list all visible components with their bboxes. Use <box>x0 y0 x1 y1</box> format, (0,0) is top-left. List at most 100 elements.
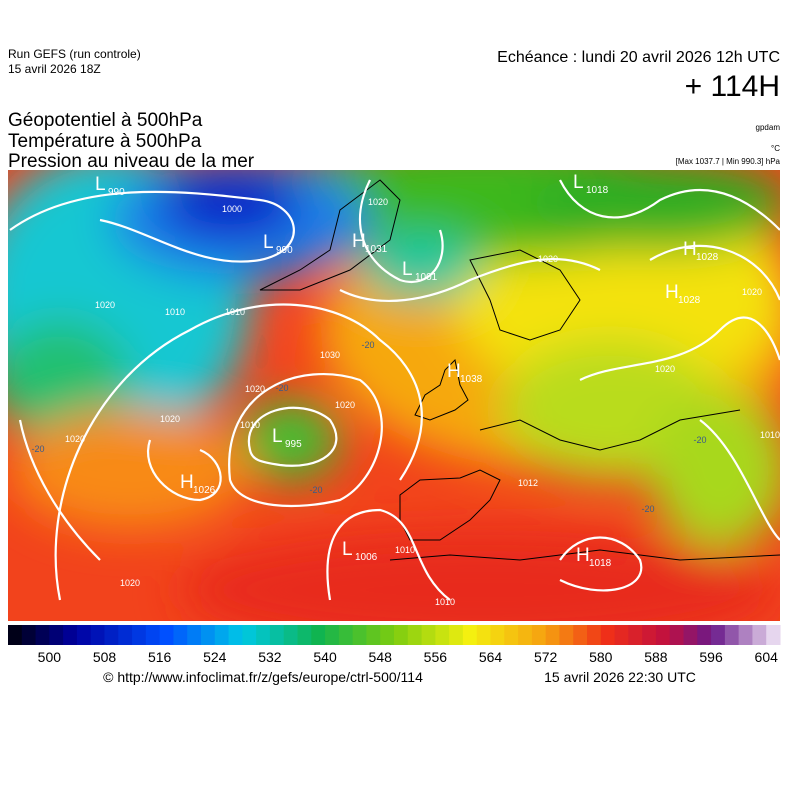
colorbar-swatch <box>256 625 271 645</box>
lead-time: + 114H <box>685 70 780 103</box>
unit: [Max 1037.7 | Min 990.3] hPa <box>676 157 781 166</box>
colorbar-swatch <box>352 625 367 645</box>
colorbar-swatch <box>407 625 423 645</box>
center-letter: H <box>352 231 366 252</box>
colorbar-swatch <box>242 625 257 645</box>
isobar-label: 1020 <box>335 400 355 410</box>
colorbar-label: 548 <box>369 649 393 665</box>
colorbar-swatch <box>63 625 78 645</box>
colorbar-swatch <box>90 625 105 645</box>
center-letter: H <box>180 472 194 493</box>
colorbar-swatch <box>766 625 781 645</box>
colorbar-label: 508 <box>93 649 117 665</box>
timestamp: 15 avril 2026 22:30 UTC <box>544 669 696 685</box>
colorbar-swatch <box>449 625 464 645</box>
center-value: 1018 <box>589 558 612 569</box>
colorbar-swatch <box>297 625 312 645</box>
run-date: 15 avril 2026 18Z <box>8 62 101 76</box>
center-value: 1006 <box>355 552 378 563</box>
colorbar-swatch <box>614 625 629 645</box>
colorbar-swatch <box>476 625 491 645</box>
center-value: 1031 <box>365 244 388 255</box>
colorbar-swatch <box>201 625 216 645</box>
colorbar-swatch <box>683 625 698 645</box>
temperature-label: -20 <box>641 504 654 514</box>
title: Pression au niveau de la mer <box>8 151 255 172</box>
center-value: 1001 <box>415 272 438 283</box>
colorbar-swatch <box>752 625 767 645</box>
isobar-label: 1020 <box>160 414 180 424</box>
colorbar-swatch <box>504 625 519 645</box>
colorbar-swatch <box>145 625 161 645</box>
temperature-label: -20 <box>275 383 288 393</box>
colorbar-swatch <box>214 625 230 645</box>
colorbar-swatch <box>269 625 285 645</box>
center-value: 1038 <box>460 374 483 385</box>
isobar-label: 1010 <box>760 430 780 440</box>
run-name: Run GEFS (run controle) <box>8 47 141 61</box>
colorbar-swatch <box>228 625 243 645</box>
colorbar-swatch <box>573 625 588 645</box>
colorbar-label: 516 <box>148 649 172 665</box>
center-value: 1026 <box>193 485 216 496</box>
isobar-label: 1020 <box>368 197 388 207</box>
colorbar-swatch <box>8 625 23 645</box>
isobar-label: 1020 <box>65 434 85 444</box>
colorbar-swatch <box>311 625 326 645</box>
isobar-label: 1012 <box>518 478 538 488</box>
isobar-label: 1020 <box>742 287 762 297</box>
center-letter: H <box>683 239 697 260</box>
isobar-label: 1030 <box>320 350 340 360</box>
isobar-label: 1010 <box>240 420 260 430</box>
colorbar-label: 556 <box>424 649 448 665</box>
title: Géopotentiel à 500hPa <box>8 110 203 131</box>
isobar-label: 1020 <box>245 384 265 394</box>
isobar-label: 1010 <box>165 307 185 317</box>
unit: gpdam <box>756 123 781 132</box>
echeance: Echéance : lundi 20 avril 2026 12h UTC <box>497 49 780 66</box>
title: Température à 500hPa <box>8 131 202 152</box>
colorbar-swatch <box>173 625 188 645</box>
center-value: 990 <box>276 245 293 256</box>
temperature-label: -20 <box>361 340 374 350</box>
colorbar-swatch <box>545 625 560 645</box>
isobar-label: 1010 <box>435 597 455 607</box>
center-letter: L <box>272 426 283 447</box>
colorbar-swatch <box>366 625 381 645</box>
colorbar-swatch <box>587 625 602 645</box>
colorbar-swatch <box>21 625 37 645</box>
coastlines <box>259 179 780 561</box>
center-letter: L <box>573 172 584 193</box>
colorbar-label: 588 <box>644 649 668 665</box>
colorbar: 500 508 516 524 532 540 548 556 564 572 580 588 596 6… <box>8 625 781 665</box>
colorbar-label: 532 <box>258 649 282 665</box>
isobar-label: 1020 <box>538 254 558 264</box>
isobar-label: 1020 <box>95 300 115 310</box>
center-letter: L <box>402 259 413 280</box>
source-url: © http://www.infoclimat.fr/z/gefs/europe… <box>103 669 423 685</box>
colorbar-swatch <box>642 625 657 645</box>
colorbar-swatch <box>738 625 753 645</box>
colorbar-swatch <box>655 625 671 645</box>
center-letter: H <box>447 361 461 382</box>
center-letter: L <box>95 174 106 195</box>
temperature-label: -20 <box>31 444 44 454</box>
isobar-label: 1020 <box>120 578 140 588</box>
colorbar-swatch <box>462 625 478 645</box>
colorbar-swatch <box>435 625 450 645</box>
unit: °C <box>771 144 780 153</box>
colorbar-swatch <box>283 625 298 645</box>
colorbar-swatch <box>159 625 174 645</box>
center-value: 995 <box>285 439 302 450</box>
colorbar-swatch <box>338 625 354 645</box>
colorbar-label: 604 <box>755 649 779 665</box>
temperature-label: -20 <box>693 435 706 445</box>
isobar-label: 1010 <box>395 545 415 555</box>
center-letter: H <box>576 545 590 566</box>
colorbar-label: 524 <box>203 649 227 665</box>
colorbar-swatch <box>325 625 340 645</box>
isobar-label: 1020 <box>655 364 675 374</box>
colorbar-swatch <box>724 625 740 645</box>
